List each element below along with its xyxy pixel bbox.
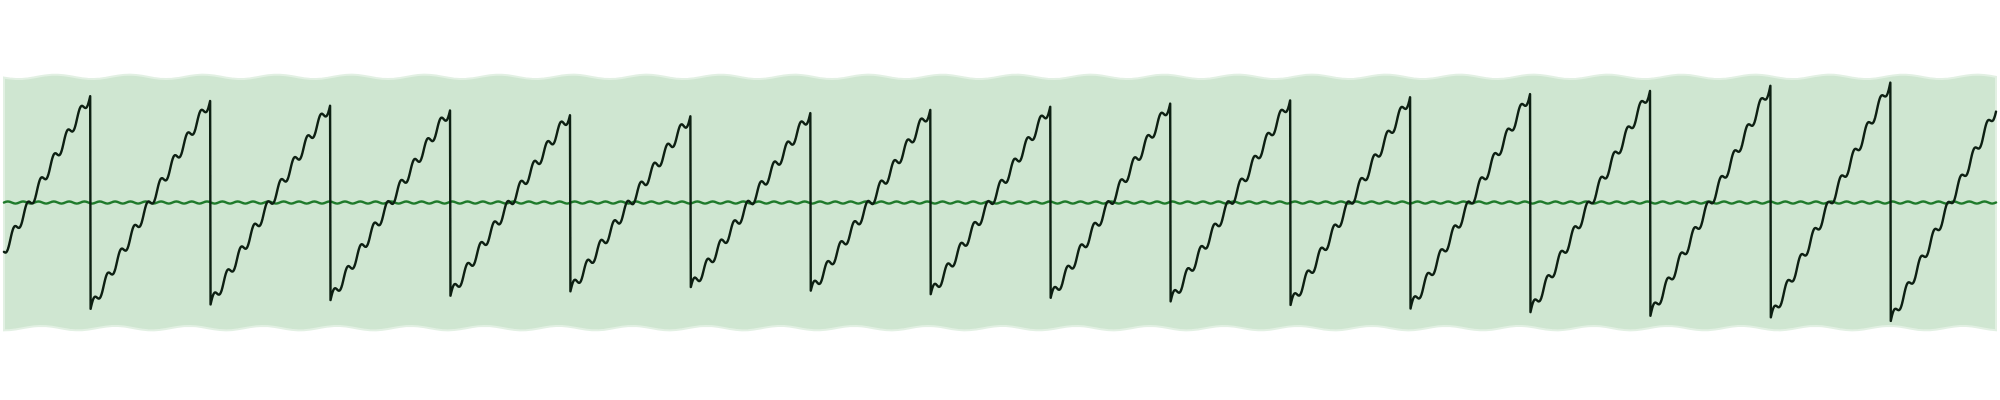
- sawtooth-series: [2, 81, 1998, 323]
- midline-series: [2, 200, 1998, 205]
- plot-area: [2, 73, 1998, 332]
